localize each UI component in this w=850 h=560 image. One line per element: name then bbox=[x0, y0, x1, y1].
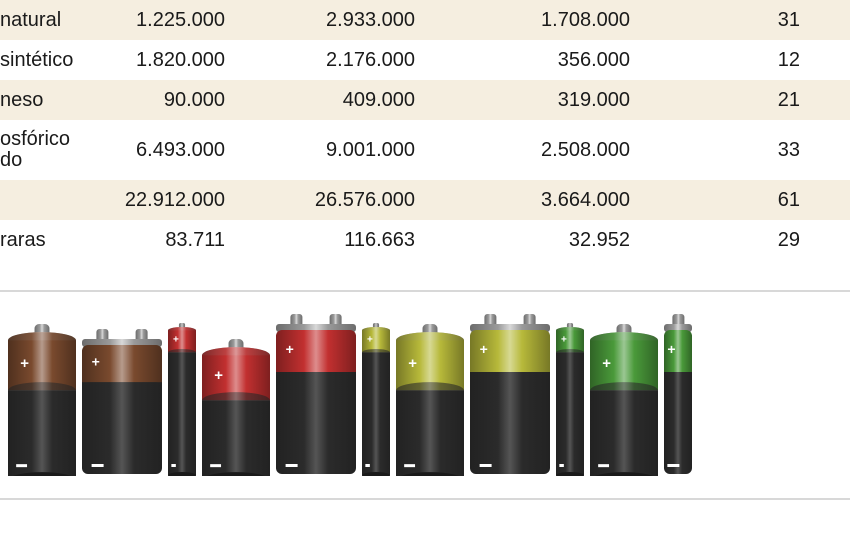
row-label: natural bbox=[0, 9, 90, 32]
svg-text:+: + bbox=[173, 334, 179, 345]
battery-aa: + bbox=[168, 323, 196, 476]
battery-9v: + bbox=[82, 327, 162, 476]
table-row: neso90.000409.000319.00021 bbox=[0, 80, 850, 120]
svg-text:+: + bbox=[408, 355, 417, 372]
row-col2: 116.663 bbox=[225, 229, 415, 252]
row-col2: 409.000 bbox=[225, 89, 415, 112]
row-label: osfóricodo bbox=[0, 129, 90, 171]
battery-d-cell: + bbox=[590, 324, 658, 476]
row-label: raras bbox=[0, 229, 90, 252]
svg-text:+: + bbox=[561, 334, 567, 345]
battery-strip: + bbox=[0, 290, 850, 500]
row-col3: 2.508.000 bbox=[415, 139, 630, 162]
row-col4: 61 bbox=[630, 189, 820, 212]
table-row: 22.912.00026.576.0003.664.00061 bbox=[0, 180, 850, 220]
row-col4: 12 bbox=[630, 49, 820, 72]
row-col2: 26.576.000 bbox=[225, 189, 415, 212]
table-row: raras83.711116.66332.95229 bbox=[0, 220, 850, 260]
battery-9v: + bbox=[276, 312, 356, 476]
row-col2: 9.001.000 bbox=[225, 139, 415, 162]
row-col1: 1.820.000 bbox=[90, 49, 225, 72]
row-col1: 90.000 bbox=[90, 89, 225, 112]
svg-text:+: + bbox=[667, 341, 675, 357]
row-col1: 22.912.000 bbox=[90, 189, 225, 212]
row-col2: 2.933.000 bbox=[225, 9, 415, 32]
row-col3: 319.000 bbox=[415, 89, 630, 112]
row-col3: 32.952 bbox=[415, 229, 630, 252]
svg-text:+: + bbox=[214, 367, 223, 384]
row-col3: 3.664.000 bbox=[415, 189, 630, 212]
row-col4: 21 bbox=[630, 89, 820, 112]
data-table: natural1.225.0002.933.0001.708.00031sint… bbox=[0, 0, 850, 260]
battery-d-cell: + bbox=[396, 324, 464, 476]
row-label: sintético bbox=[0, 49, 90, 72]
svg-text:+: + bbox=[480, 341, 488, 357]
battery-9v: + bbox=[470, 312, 550, 476]
svg-text:+: + bbox=[602, 355, 611, 372]
row-col4: 29 bbox=[630, 229, 820, 252]
row-col1: 6.493.000 bbox=[90, 139, 225, 162]
row-col2: 2.176.000 bbox=[225, 49, 415, 72]
battery-aa: + bbox=[556, 323, 584, 476]
table-row: natural1.225.0002.933.0001.708.00031 bbox=[0, 0, 850, 40]
row-label: neso bbox=[0, 89, 90, 112]
table-row: osfóricodo6.493.0009.001.0002.508.00033 bbox=[0, 120, 850, 180]
svg-text:+: + bbox=[286, 341, 294, 357]
svg-text:+: + bbox=[20, 355, 29, 372]
row-col3: 1.708.000 bbox=[415, 9, 630, 32]
battery-9v-part: + bbox=[664, 312, 692, 476]
row-col1: 83.711 bbox=[90, 229, 225, 252]
svg-text:+: + bbox=[92, 354, 100, 370]
battery-aa: + bbox=[362, 323, 390, 476]
row-col4: 31 bbox=[630, 9, 820, 32]
table-row: sintético1.820.0002.176.000356.00012 bbox=[0, 40, 850, 80]
battery-d-cell: + bbox=[8, 324, 76, 476]
svg-text:+: + bbox=[367, 334, 373, 345]
row-col1: 1.225.000 bbox=[90, 9, 225, 32]
battery-d-cell: + bbox=[202, 339, 270, 476]
row-col4: 33 bbox=[630, 139, 820, 162]
row-col3: 356.000 bbox=[415, 49, 630, 72]
